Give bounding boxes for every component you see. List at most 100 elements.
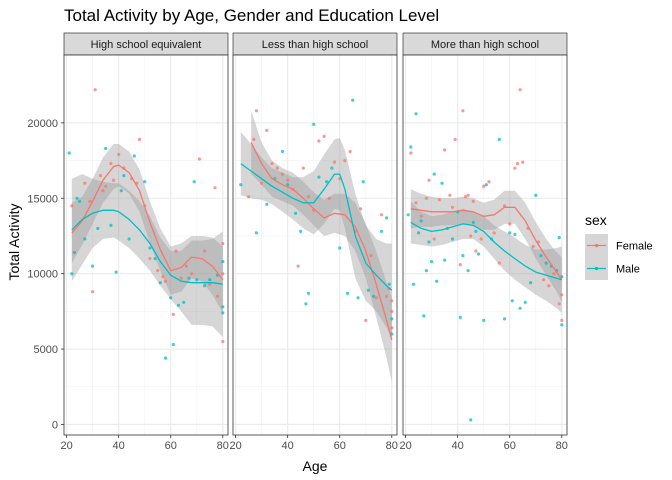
data-point-female — [252, 137, 256, 141]
data-point-male — [497, 137, 501, 141]
smooth-line-male — [410, 221, 562, 281]
data-point-male — [286, 183, 290, 187]
panel-background — [233, 55, 397, 435]
x-tick-label: 40 — [113, 440, 125, 452]
data-point-female — [280, 172, 285, 176]
data-point-male — [325, 180, 329, 184]
data-point-female — [557, 302, 561, 306]
data-point-male — [221, 311, 225, 315]
y-tick-label: 20000 — [27, 118, 58, 130]
x-tick-label: 80 — [217, 440, 229, 452]
data-point-male — [330, 166, 334, 170]
confidence-ribbon-female — [71, 144, 223, 313]
data-point-male — [109, 223, 113, 227]
legend-label-male: Male — [616, 264, 640, 276]
chart-title: Total Activity by Age, Gender and Educat… — [64, 6, 439, 25]
data-point-male — [387, 282, 391, 286]
data-point-female — [359, 207, 363, 211]
data-point-female — [109, 162, 113, 166]
data-point-female — [390, 326, 394, 330]
data-point-female — [547, 284, 551, 288]
data-point-male — [176, 303, 181, 307]
data-point-female — [275, 166, 279, 170]
data-point-male — [338, 246, 342, 250]
data-point-male — [372, 294, 376, 298]
legend-key-point — [594, 243, 599, 248]
data-point-male — [414, 112, 418, 116]
x-tick-label: 20 — [229, 440, 241, 452]
data-point-male — [195, 278, 199, 282]
data-point-female — [369, 254, 373, 258]
data-point-female — [332, 160, 337, 164]
data-point-female — [414, 201, 418, 205]
data-point-male — [345, 291, 350, 295]
data-point-male — [114, 270, 118, 274]
data-point-male — [72, 250, 76, 255]
data-point-female — [552, 272, 556, 276]
data-point-female — [471, 199, 475, 203]
y-tick-label: 10000 — [27, 269, 58, 281]
data-point-female — [111, 178, 116, 182]
facet-strip-label: More than high school — [431, 39, 539, 51]
legend-label-female: Female — [616, 241, 653, 253]
data-point-female — [171, 312, 175, 316]
data-point-female — [466, 193, 470, 197]
data-point-female — [296, 264, 300, 268]
data-point-male — [406, 213, 410, 217]
facet-strip-label: High school equivalent — [91, 39, 202, 51]
data-point-female — [286, 178, 290, 182]
data-point-female — [70, 204, 74, 208]
data-point-female — [531, 244, 535, 249]
data-point-male — [560, 323, 564, 327]
data-point-female — [184, 264, 188, 268]
data-point-female — [390, 309, 394, 313]
data-point-male — [127, 237, 131, 241]
data-point-female — [306, 195, 311, 199]
data-point-male — [417, 231, 421, 235]
data-point-female — [348, 149, 352, 154]
data-point-female — [482, 184, 486, 188]
data-point-female — [197, 157, 201, 161]
y-tick-label: 15000 — [27, 193, 58, 205]
data-point-female — [216, 294, 220, 298]
data-point-male — [469, 418, 473, 422]
data-point-female — [137, 137, 142, 141]
data-point-female — [502, 204, 507, 208]
data-point-female — [190, 272, 194, 276]
data-point-female — [104, 184, 108, 188]
data-point-male — [385, 216, 389, 220]
data-point-male — [458, 315, 462, 319]
data-point-male — [351, 98, 355, 102]
data-point-female — [463, 195, 468, 199]
data-point-male — [293, 211, 298, 215]
x-tick-label: 80 — [386, 440, 398, 452]
data-point-female — [93, 88, 97, 92]
data-point-male — [529, 281, 533, 285]
smooth-line-male — [240, 163, 393, 291]
data-point-female — [208, 282, 212, 286]
data-point-female — [301, 166, 305, 170]
data-point-female — [91, 290, 95, 294]
data-point-female — [390, 299, 394, 303]
data-point-female — [427, 178, 431, 182]
data-point-male — [557, 235, 561, 240]
data-point-female — [560, 318, 564, 322]
data-point-female — [221, 272, 225, 276]
confidence-ribbon-female — [251, 110, 392, 383]
data-point-female — [424, 196, 428, 200]
data-point-female — [265, 128, 269, 132]
data-point-male — [424, 269, 428, 273]
data-point-male — [356, 296, 360, 300]
legend: sex Female Male — [585, 212, 653, 280]
data-point-male — [411, 282, 415, 286]
data-point-male — [132, 154, 136, 158]
data-point-female — [497, 261, 501, 265]
data-point-male — [379, 229, 383, 233]
facet-panel: More than high school 20 40 60 80 — [399, 32, 568, 452]
data-point-male — [317, 175, 321, 179]
data-point-female — [469, 234, 473, 238]
data-point-female — [474, 249, 478, 253]
data-point-male — [104, 146, 108, 151]
data-point-female — [83, 181, 87, 185]
